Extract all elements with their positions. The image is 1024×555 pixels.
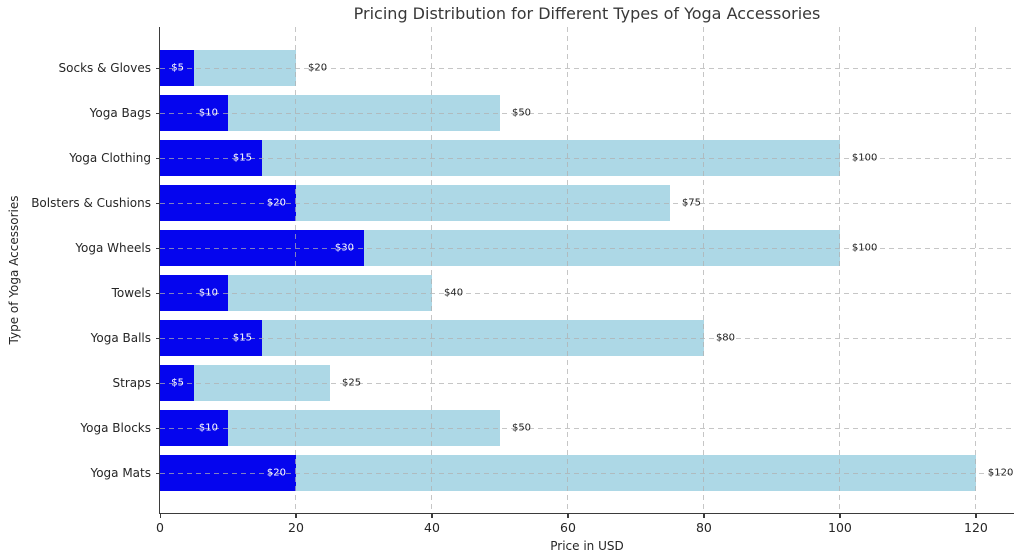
y-tick-label: Yoga Wheels bbox=[75, 241, 151, 255]
y-tick-label: Socks & Gloves bbox=[58, 61, 151, 75]
x-tick-label: 80 bbox=[695, 520, 712, 535]
gridline-vertical bbox=[431, 27, 433, 513]
bar-value-label-min: $10 bbox=[198, 422, 218, 434]
gridline-vertical bbox=[703, 27, 705, 513]
gridline-horizontal bbox=[160, 428, 1014, 429]
bar-value-label-min: $20 bbox=[266, 197, 286, 209]
y-tick-mark bbox=[156, 157, 160, 159]
gridline-horizontal bbox=[160, 158, 1014, 159]
x-tick-mark bbox=[567, 514, 569, 518]
y-tick-mark bbox=[156, 112, 160, 114]
x-tick-mark bbox=[839, 514, 841, 518]
bar-value-label-max: $40 bbox=[443, 287, 464, 299]
y-tick-mark bbox=[156, 337, 160, 339]
gridline-vertical bbox=[975, 27, 977, 513]
bar-value-label-min: $15 bbox=[232, 332, 252, 344]
y-tick-mark bbox=[156, 67, 160, 69]
x-tick-mark bbox=[159, 514, 161, 518]
bar-value-label-max: $50 bbox=[511, 107, 532, 119]
bar-value-label-min: $30 bbox=[334, 242, 354, 254]
gridline-vertical bbox=[295, 27, 297, 513]
x-tick-label: 0 bbox=[156, 520, 164, 535]
x-tick-label: 40 bbox=[424, 520, 440, 535]
bar-value-label-max: $100 bbox=[851, 152, 878, 164]
bar-value-label-min: $5 bbox=[171, 377, 184, 389]
x-tick-mark bbox=[975, 514, 977, 518]
gridline-horizontal bbox=[160, 248, 1014, 249]
bar-value-label-min: $10 bbox=[198, 107, 218, 119]
bar-value-label-max: $100 bbox=[851, 242, 878, 254]
bar-value-label-max: $25 bbox=[341, 377, 362, 389]
x-tick-mark bbox=[703, 514, 705, 518]
y-axis-spine bbox=[159, 27, 161, 514]
gridline-horizontal bbox=[160, 113, 1014, 114]
y-tick-label: Yoga Mats bbox=[90, 466, 151, 480]
y-tick-mark bbox=[156, 427, 160, 429]
x-tick-label: 20 bbox=[288, 520, 304, 535]
bar-value-label-min: $10 bbox=[198, 287, 218, 299]
gridline-horizontal bbox=[160, 68, 1014, 69]
bar-value-label-max: $50 bbox=[511, 422, 532, 434]
y-tick-label: Straps bbox=[112, 376, 151, 390]
y-tick-mark bbox=[156, 247, 160, 249]
bar-value-label-max: $80 bbox=[715, 332, 736, 344]
bar-value-label-max: $75 bbox=[681, 197, 702, 209]
x-axis-label: Price in USD bbox=[550, 539, 624, 553]
x-tick-label: 60 bbox=[560, 520, 576, 535]
y-tick-label: Yoga Clothing bbox=[69, 151, 151, 165]
bar-value-label-max: $20 bbox=[307, 62, 328, 74]
y-tick-label: Towels bbox=[111, 286, 151, 300]
x-tick-mark bbox=[431, 514, 433, 518]
x-tick-label: 100 bbox=[827, 520, 852, 535]
x-tick-mark bbox=[295, 514, 297, 518]
y-tick-label: Yoga Balls bbox=[90, 331, 151, 345]
y-tick-label: Bolsters & Cushions bbox=[31, 196, 151, 210]
y-tick-mark bbox=[156, 472, 160, 474]
x-tick-label: 120 bbox=[963, 520, 988, 535]
gridline-horizontal bbox=[160, 383, 1014, 384]
chart-title: Pricing Distribution for Different Types… bbox=[353, 4, 821, 23]
bar-value-label-min: $5 bbox=[171, 62, 184, 74]
bar-value-label-max: $120 bbox=[987, 467, 1014, 479]
x-axis-spine bbox=[159, 513, 1014, 515]
y-tick-mark bbox=[156, 382, 160, 384]
plot-area: $5 $20 $10 $50 $15 $100 $20 $75 $30 $100 $10 $40 $15… bbox=[160, 27, 1014, 513]
y-tick-label: Yoga Bags bbox=[89, 106, 151, 120]
gridline-horizontal bbox=[160, 293, 1014, 294]
gridline-horizontal bbox=[160, 203, 1014, 204]
gridline-horizontal bbox=[160, 473, 1014, 474]
bar-value-label-min: $15 bbox=[232, 152, 252, 164]
bar-value-label-min: $20 bbox=[266, 467, 286, 479]
y-tick-label: Yoga Blocks bbox=[80, 421, 151, 435]
gridline-vertical bbox=[567, 27, 569, 513]
gridline-vertical bbox=[839, 27, 841, 513]
gridline-horizontal bbox=[160, 338, 1014, 339]
y-tick-mark bbox=[156, 202, 160, 204]
y-tick-mark bbox=[156, 292, 160, 294]
y-axis-label: Type of Yoga Accessories bbox=[7, 195, 21, 345]
